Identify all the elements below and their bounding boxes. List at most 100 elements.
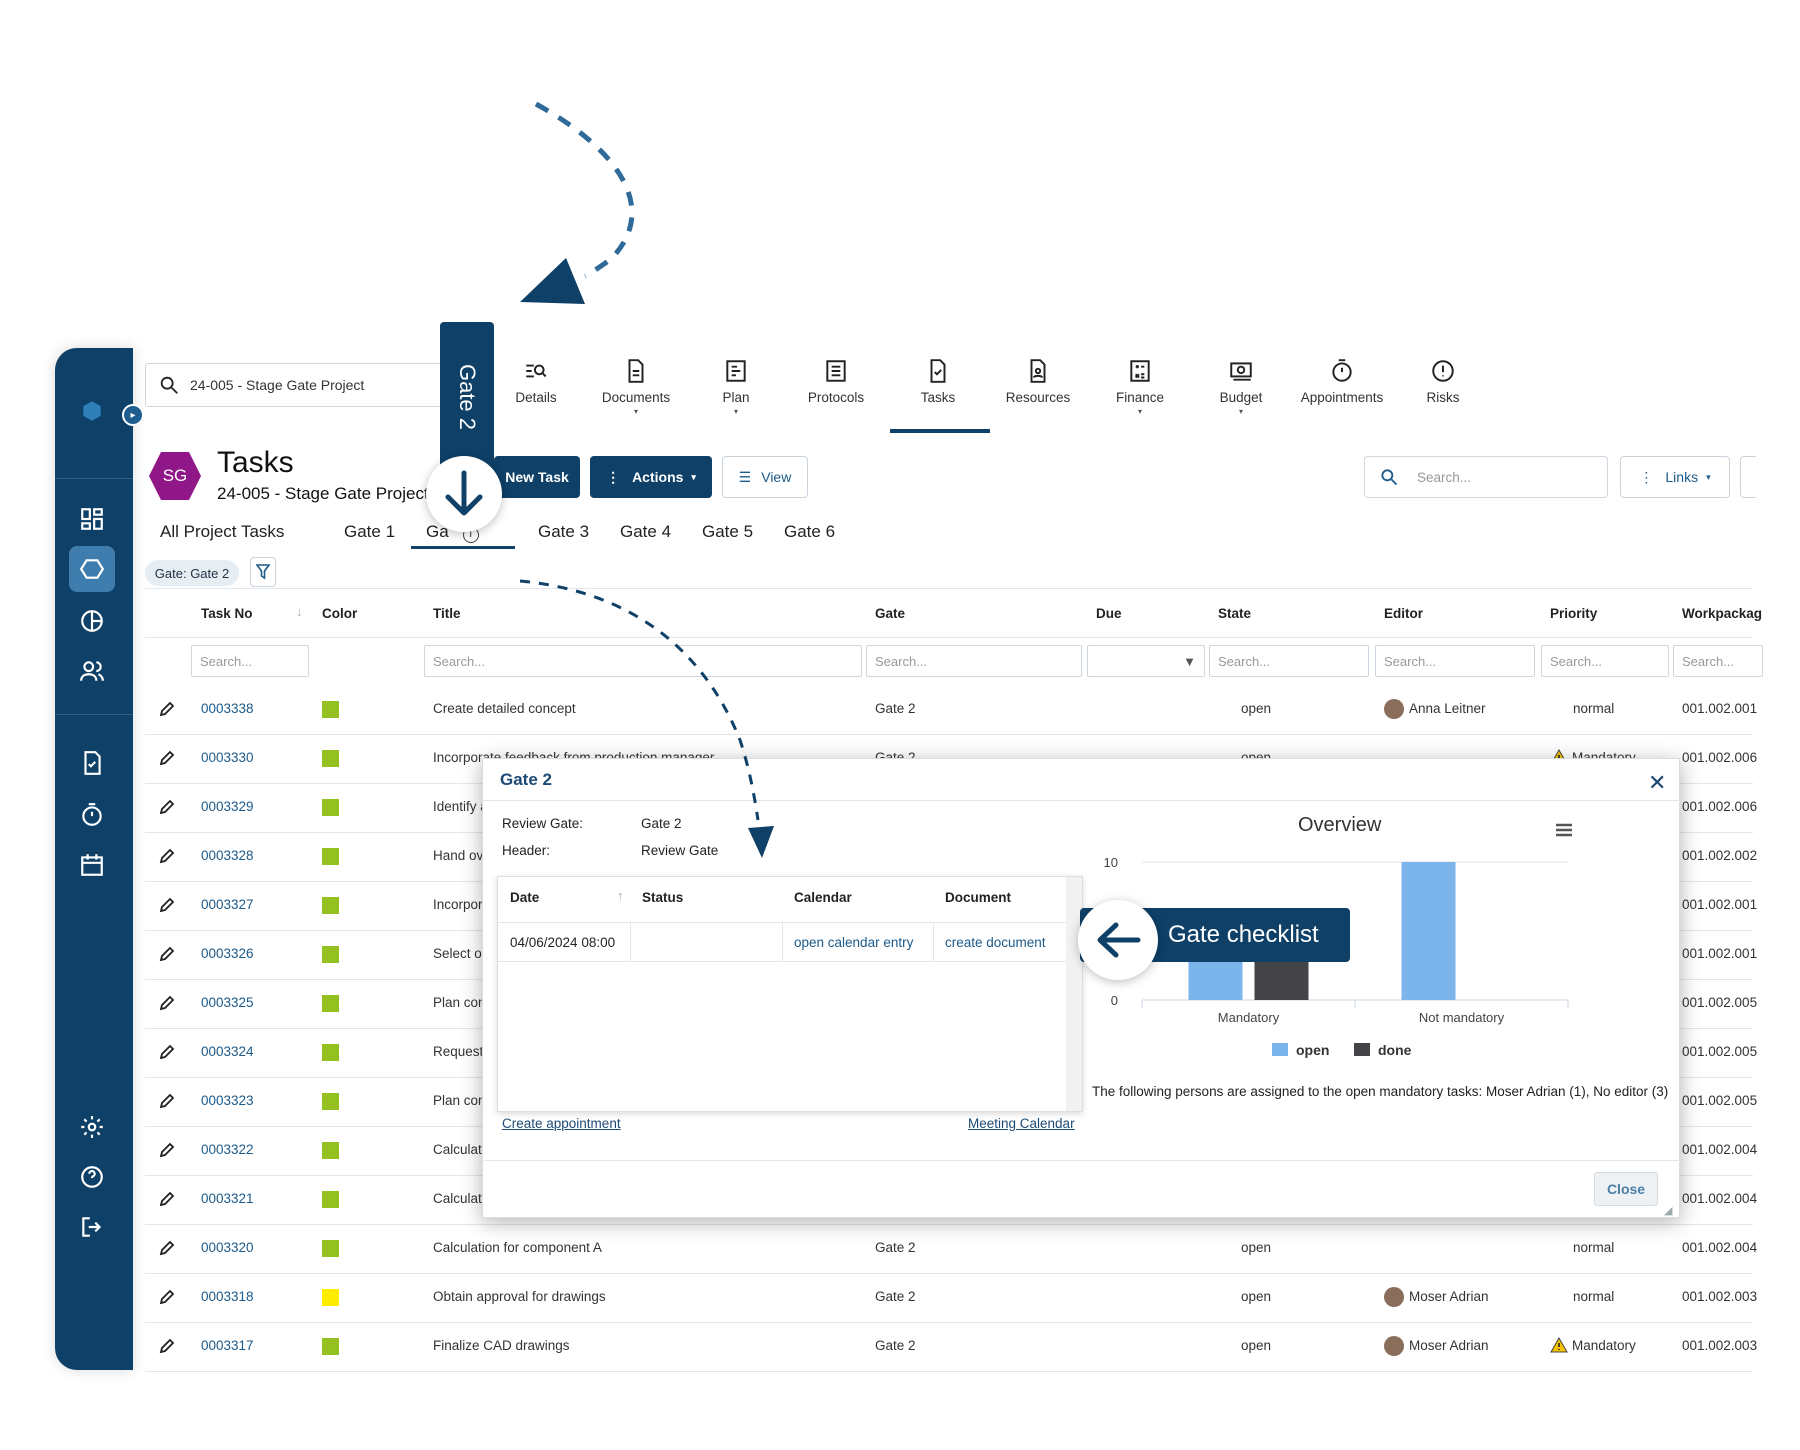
help-icon[interactable] [69, 1154, 115, 1200]
create-document-link[interactable]: create document [945, 935, 1046, 950]
inner-col-status[interactable]: Status [642, 890, 684, 905]
table-row[interactable] [145, 1176, 1753, 1225]
task-number-link[interactable]: 0003318 [201, 1289, 254, 1304]
tab-gate-3[interactable]: Gate 3 [538, 522, 590, 541]
task-search-field[interactable]: Search... [1364, 456, 1608, 498]
tab-gate-6[interactable]: Gate 6 [784, 522, 836, 541]
edit-pencil-icon[interactable] [158, 847, 176, 865]
task-number-link[interactable]: 0003324 [201, 1044, 254, 1059]
task-number-link[interactable]: 0003330 [201, 750, 254, 765]
table-row[interactable] [145, 1225, 1753, 1274]
tasks-check-icon[interactable] [69, 740, 115, 786]
calendar-icon[interactable] [69, 842, 115, 888]
task-number-link[interactable]: 0003328 [201, 848, 254, 863]
tab-gate-2[interactable]: Ga i [426, 522, 479, 543]
resize-handle-icon[interactable]: ◢ [1664, 1205, 1673, 1217]
actions-button[interactable]: ⋮ Actions ▾ [590, 456, 712, 498]
extra-toolbar-button[interactable] [1740, 456, 1756, 498]
col-color[interactable]: Color [322, 606, 358, 621]
col-editor[interactable]: Editor [1384, 606, 1423, 621]
nav-resources[interactable]: Resources [990, 358, 1086, 405]
search-editor[interactable]: Search... [1375, 645, 1535, 677]
sort-up-icon[interactable]: ↑ [617, 888, 624, 903]
search-workpackage[interactable]: Search... [1673, 645, 1763, 677]
meeting-calendar-link[interactable]: Meeting Calendar [968, 1116, 1075, 1131]
table-row[interactable] [145, 686, 1753, 735]
task-number-link[interactable]: 0003321 [201, 1191, 254, 1206]
task-number-link[interactable]: 0003325 [201, 995, 254, 1010]
edit-pencil-icon[interactable] [158, 1092, 176, 1110]
task-number-link[interactable]: 0003317 [201, 1338, 254, 1353]
col-due[interactable]: Due [1096, 606, 1122, 621]
task-number-link[interactable]: 0003327 [201, 897, 254, 912]
tab-all-project-tasks[interactable]: All Project Tasks [160, 522, 285, 541]
nav-appointments[interactable]: Appointments [1294, 358, 1390, 405]
col-state[interactable]: State [1218, 606, 1252, 621]
nav-finance[interactable]: Finance ▾ [1092, 358, 1188, 416]
close-button[interactable]: Close [1594, 1172, 1658, 1206]
due-select[interactable]: ▼ [1087, 645, 1205, 677]
task-number-link[interactable]: 0003329 [201, 799, 254, 814]
edit-pencil-icon[interactable] [158, 1141, 176, 1159]
tab-gate-5[interactable]: Gate 5 [702, 522, 754, 541]
project-search-field[interactable]: 24-005 - Stage Gate Project [145, 363, 465, 407]
tab-gate-4[interactable]: Gate 4 [620, 522, 672, 541]
open-calendar-entry-link[interactable]: open calendar entry [794, 935, 914, 950]
settings-gear-icon[interactable] [69, 1104, 115, 1150]
inner-col-date[interactable]: Date [510, 890, 540, 905]
task-number-link[interactable]: 0003320 [201, 1240, 254, 1255]
col-gate[interactable]: Gate [875, 606, 906, 621]
table-row[interactable] [145, 1274, 1753, 1323]
nav-tasks[interactable]: Tasks [890, 358, 986, 405]
filter-chip[interactable]: Gate: Gate 2 [145, 560, 239, 586]
table-row[interactable] [145, 1323, 1753, 1372]
dashboard-icon[interactable] [69, 496, 115, 542]
search-gate[interactable]: Search... [866, 645, 1082, 677]
filter-button[interactable] [250, 557, 276, 587]
view-button[interactable]: ☰ View [722, 456, 808, 498]
nav-budget[interactable]: Budget ▾ [1193, 358, 1289, 416]
nav-plan[interactable]: Plan ▾ [688, 358, 784, 416]
nav-documents[interactable]: Documents ▾ [588, 358, 684, 416]
edit-pencil-icon[interactable] [158, 1043, 176, 1061]
logout-icon[interactable] [69, 1204, 115, 1250]
col-workpackage[interactable]: Workpackag [1682, 606, 1763, 621]
new-task-button[interactable]: New Task [494, 456, 580, 498]
edit-pencil-icon[interactable] [158, 1239, 176, 1257]
timer-icon[interactable] [69, 792, 115, 838]
project-hexagon-icon[interactable] [69, 546, 115, 592]
nav-risks[interactable]: Risks [1395, 358, 1491, 405]
nav-protocols[interactable]: Protocols [788, 358, 884, 405]
app-logo-icon[interactable] [69, 388, 115, 434]
edit-pencil-icon[interactable] [158, 1288, 176, 1306]
col-title[interactable]: Title [433, 606, 461, 621]
inner-col-calendar[interactable]: Calendar [794, 890, 852, 905]
task-number-link[interactable]: 0003326 [201, 946, 254, 961]
edit-pencil-icon[interactable] [158, 994, 176, 1012]
nav-details[interactable]: Details [488, 358, 584, 405]
search-task-no[interactable]: Search... [191, 645, 309, 677]
search-priority[interactable]: Search... [1541, 645, 1669, 677]
close-icon[interactable]: ✕ [1648, 770, 1667, 795]
portfolio-chart-icon[interactable] [69, 598, 115, 644]
edit-pencil-icon[interactable] [158, 1337, 176, 1355]
tab-gate-1[interactable]: Gate 1 [344, 522, 396, 541]
search-state[interactable]: Search... [1209, 645, 1369, 677]
inner-col-document[interactable]: Document [945, 890, 1012, 905]
sidebar-toggle-button[interactable]: ▸ [122, 404, 144, 426]
search-title[interactable]: Search... [424, 645, 862, 677]
edit-pencil-icon[interactable] [158, 896, 176, 914]
sort-down-icon[interactable]: ↓ [296, 604, 303, 619]
chart-menu-icon[interactable] [1554, 822, 1574, 838]
edit-pencil-icon[interactable] [158, 798, 176, 816]
edit-pencil-icon[interactable] [158, 700, 176, 718]
users-icon[interactable] [69, 648, 115, 694]
col-task-no[interactable]: Task No [201, 606, 253, 621]
edit-pencil-icon[interactable] [158, 749, 176, 767]
edit-pencil-icon[interactable] [158, 945, 176, 963]
create-appointment-link[interactable]: Create appointment [502, 1116, 621, 1131]
col-priority[interactable]: Priority [1550, 606, 1598, 621]
links-button[interactable]: ⋮ Links ▾ [1620, 456, 1730, 498]
task-number-link[interactable]: 0003322 [201, 1142, 254, 1157]
edit-pencil-icon[interactable] [158, 1190, 176, 1208]
